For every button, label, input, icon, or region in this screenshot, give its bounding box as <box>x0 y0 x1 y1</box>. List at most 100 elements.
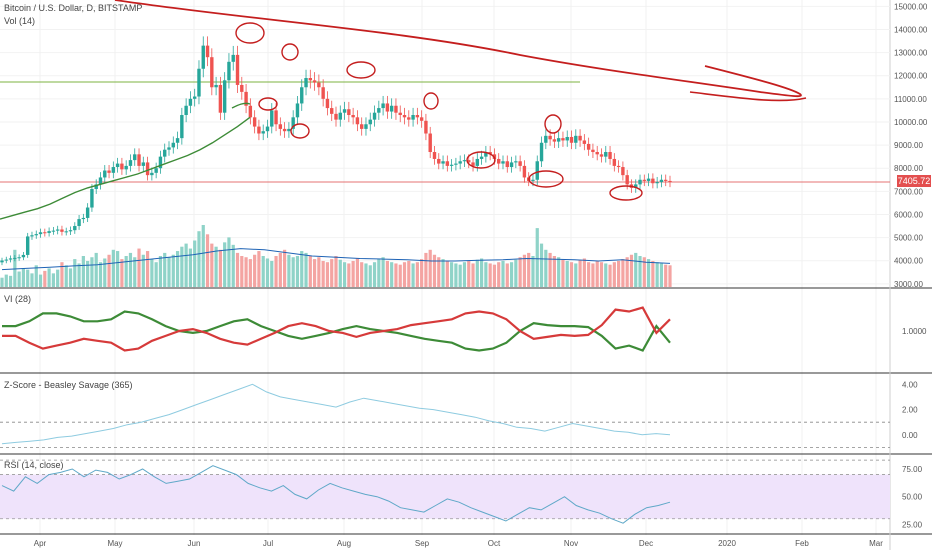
volume-bar <box>60 262 64 287</box>
symbol-title: Bitcoin / U.S. Dollar, D, BITSTAMP <box>4 3 143 13</box>
y-tick-label: 4000.00 <box>894 257 923 266</box>
candle-body <box>402 115 407 118</box>
y-tick-label: 7000.00 <box>894 187 923 196</box>
volume-bar <box>248 259 252 287</box>
candle-body <box>214 84 218 88</box>
volume-bar <box>265 258 270 287</box>
vi-tick-label: 1.0000 <box>902 327 927 336</box>
candle-body <box>398 112 402 116</box>
candle-body <box>107 170 111 173</box>
candle-body <box>621 167 625 176</box>
volume-bar <box>527 252 531 287</box>
candle-body <box>133 154 137 161</box>
volume-bar <box>364 263 368 287</box>
volume-bar <box>441 259 445 287</box>
volume-bar <box>13 249 17 287</box>
volume-bar <box>587 262 591 287</box>
volume-bar <box>30 273 34 287</box>
annotation-circle <box>258 97 278 111</box>
candle-body <box>167 147 171 150</box>
candle-body <box>68 230 73 232</box>
volume-bar <box>240 256 244 287</box>
volume-bar <box>599 262 604 287</box>
candle-body <box>25 236 30 255</box>
candle-body <box>98 177 103 185</box>
x-tick-label: Mar <box>869 539 883 548</box>
candle-body <box>188 98 193 106</box>
resistance-curve-tail <box>689 91 807 102</box>
candle-body <box>334 113 338 120</box>
volume-bar <box>454 263 458 287</box>
volume-bar <box>64 265 68 287</box>
volume-bar <box>518 257 522 287</box>
candle-body <box>34 234 38 236</box>
candle-body <box>432 152 437 159</box>
volume-bar <box>390 262 394 287</box>
annotation-circle <box>281 43 299 61</box>
annotation-circle <box>423 92 439 110</box>
volume-bar <box>47 268 51 287</box>
x-tick-label: Jun <box>188 539 201 548</box>
zscore-tick-label: 2.00 <box>902 406 918 415</box>
volume-bar <box>244 257 248 287</box>
annotation-circle <box>609 185 643 201</box>
annotation-circle <box>235 22 265 44</box>
volume-bar <box>0 277 4 287</box>
volume-bar <box>522 254 527 287</box>
candle-body <box>150 172 154 176</box>
candle-body <box>415 115 420 118</box>
volume-bar <box>197 231 201 287</box>
candle-body <box>364 124 368 129</box>
candle-body <box>240 84 244 92</box>
volume-bar <box>210 243 214 287</box>
candle-body <box>347 109 351 116</box>
volume-bar <box>223 242 227 287</box>
candle-body <box>424 120 428 134</box>
candle-body <box>351 115 355 118</box>
candle-body <box>141 162 146 166</box>
candle-body <box>47 231 51 233</box>
volume-bar <box>43 270 47 287</box>
volume-bar <box>608 264 612 287</box>
volume-bar <box>471 263 475 287</box>
volume-bar <box>334 256 338 287</box>
volume-bar <box>270 260 274 287</box>
volume-bar <box>347 263 351 287</box>
candle-body <box>445 161 450 166</box>
volume-bar <box>501 260 505 287</box>
candle-body <box>137 154 141 166</box>
volume-bar <box>475 259 479 287</box>
candle-body <box>265 126 270 132</box>
candle-body <box>270 110 274 127</box>
volume-bar <box>163 252 167 287</box>
candle-body <box>642 179 647 181</box>
candle-body <box>612 158 617 166</box>
candle-body <box>544 135 548 143</box>
volume-bar <box>629 254 634 287</box>
volume-bar <box>94 252 98 287</box>
candle-body <box>548 135 552 140</box>
candle-body <box>419 117 424 121</box>
volume-bar <box>531 256 535 287</box>
rsi-indicator-label: RSI (14, close) <box>4 460 64 470</box>
volume-bar <box>617 260 621 287</box>
candle-body <box>569 136 574 143</box>
volume-indicator-label: Vol (14) <box>4 16 36 26</box>
volume-ma-line <box>1 248 671 271</box>
candle-body <box>475 158 480 166</box>
volume-bar <box>578 259 582 287</box>
x-tick-label: Sep <box>415 539 430 548</box>
volume-bar <box>437 257 441 287</box>
candle-body <box>274 110 278 125</box>
volume-bar <box>325 262 330 287</box>
candle-body <box>586 143 591 150</box>
volume-bar <box>111 249 115 287</box>
volume-bar <box>420 259 424 287</box>
volume-bar <box>539 243 544 287</box>
rsi-tick-label: 25.00 <box>902 520 923 529</box>
x-tick-label: 2020 <box>718 539 736 548</box>
volume-bar <box>68 268 73 287</box>
candle-body <box>651 178 655 184</box>
volume-bar <box>4 274 8 287</box>
